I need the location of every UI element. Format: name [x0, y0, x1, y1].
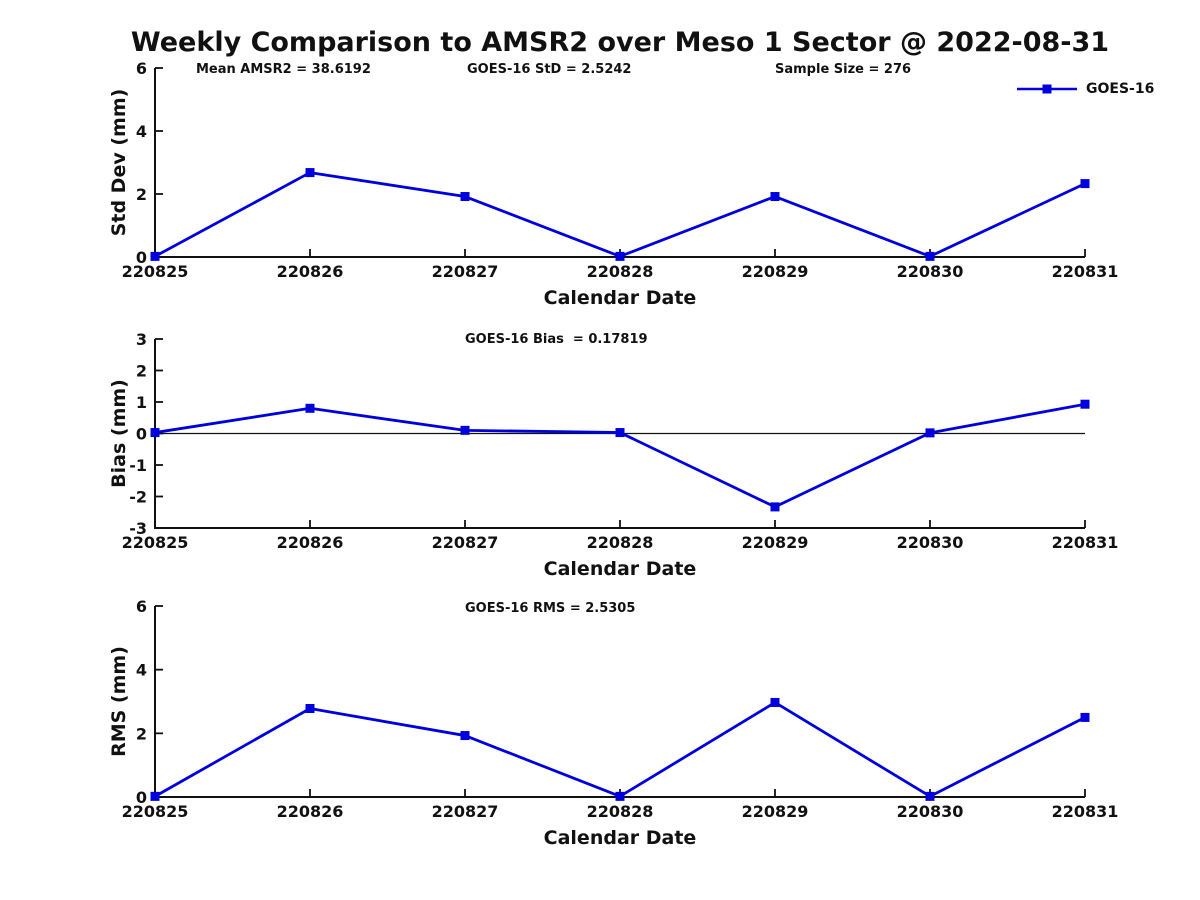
x-tick-label: 220825 — [122, 262, 189, 281]
data-point-marker — [615, 791, 625, 801]
x-tick-label: 220831 — [1052, 802, 1119, 821]
x-tick-label: 220825 — [122, 802, 189, 821]
y-tick-label: -3 — [129, 519, 147, 538]
data-point-marker — [615, 428, 625, 438]
annotation-goes16-rms: GOES-16 RMS = 2.5305 — [465, 601, 636, 616]
data-point-marker — [150, 428, 160, 438]
x-tick-label: 220826 — [277, 533, 344, 552]
x-tick-label: 220828 — [587, 262, 654, 281]
data-point-marker — [770, 192, 780, 202]
data-point-marker — [770, 697, 780, 707]
y-tick-label: 4 — [136, 122, 147, 141]
subplot-std-dev: 0 2 4 6 220825 220826 220827 220828 220829 220830… — [108, 59, 1118, 309]
x-tick-label: 220830 — [897, 533, 964, 552]
legend: GOES-16 — [1016, 80, 1154, 98]
x-tick-label: 220830 — [897, 262, 964, 281]
subplot-bias: -3 -2 -1 0 1 2 3 220825 220826 220827 220828 220829… — [108, 330, 1118, 580]
data-point-marker — [925, 428, 935, 438]
x-tick-label: 220828 — [587, 802, 654, 821]
data-point-marker — [1080, 179, 1090, 189]
data-point-marker — [305, 704, 315, 714]
x-tick-label: 220827 — [432, 533, 499, 552]
y-tick-label: 2 — [136, 185, 147, 204]
data-point-marker — [150, 251, 160, 261]
data-point-marker — [925, 791, 935, 801]
data-point-marker — [460, 425, 470, 435]
x-tick-label: 220831 — [1052, 262, 1119, 281]
data-point-marker — [460, 192, 470, 202]
annotation-goes16-std: GOES-16 StD = 2.5242 — [467, 62, 632, 77]
y-tick-label: 4 — [136, 661, 147, 680]
y-axis-label: Bias (mm) — [108, 379, 130, 488]
y-tick-label: 2 — [136, 724, 147, 743]
data-point-marker — [1080, 399, 1090, 409]
annotation-mean-amsr2: Mean AMSR2 = 38.6192 — [196, 62, 371, 77]
x-tick-label: 220827 — [432, 262, 499, 281]
x-tick-label: 220829 — [742, 533, 809, 552]
annotation-goes16-bias: GOES-16 Bias = 0.17819 — [465, 332, 648, 347]
data-point-marker — [1080, 712, 1090, 722]
y-tick-label: 3 — [136, 330, 147, 349]
y-tick-label: 0 — [136, 788, 147, 807]
data-point-marker — [305, 168, 315, 178]
figure-title: Weekly Comparison to AMSR2 over Meso 1 S… — [130, 27, 1110, 58]
x-tick-label: 220826 — [277, 802, 344, 821]
legend-square-marker-icon — [1042, 84, 1052, 94]
data-point-marker — [770, 502, 780, 512]
legend-label: GOES-16 — [1086, 81, 1155, 97]
y-axis-label: RMS (mm) — [108, 646, 130, 757]
y-tick-label: 0 — [136, 248, 147, 267]
x-tick-label: 220829 — [742, 262, 809, 281]
y-tick-label: -2 — [129, 488, 147, 507]
x-tick-label: 220830 — [897, 802, 964, 821]
y-axis-label: Std Dev (mm) — [108, 89, 130, 237]
x-tick-label: 220826 — [277, 262, 344, 281]
x-tick-label: 220831 — [1052, 533, 1119, 552]
y-tick-label: 2 — [136, 362, 147, 381]
x-axis-label: Calendar Date — [544, 558, 697, 580]
x-axis-label: Calendar Date — [544, 287, 697, 309]
data-point-marker — [925, 251, 935, 261]
series-line — [154, 701, 1086, 798]
x-tick-label: 220829 — [742, 802, 809, 821]
x-axis-label: Calendar Date — [544, 827, 697, 849]
y-tick-label: 1 — [136, 393, 147, 412]
y-tick-label: 0 — [136, 425, 147, 444]
data-point-marker — [615, 251, 625, 261]
x-tick-label: 220825 — [122, 533, 189, 552]
x-tick-label: 220827 — [432, 802, 499, 821]
annotation-sample-size: Sample Size = 276 — [775, 62, 912, 77]
data-point-marker — [150, 791, 160, 801]
data-point-marker — [460, 731, 470, 741]
series-line — [154, 171, 1086, 258]
x-tick-label: 220828 — [587, 533, 654, 552]
y-tick-label: 6 — [136, 59, 147, 78]
legend-swatch — [1017, 84, 1077, 94]
data-point-marker — [305, 403, 315, 413]
subplot-rms: 0 2 4 6 220825 220826 220827 220828 220829 220830… — [108, 597, 1118, 849]
series-line — [154, 402, 1086, 509]
y-tick-label: -1 — [129, 456, 147, 475]
y-tick-label: 6 — [136, 597, 147, 616]
